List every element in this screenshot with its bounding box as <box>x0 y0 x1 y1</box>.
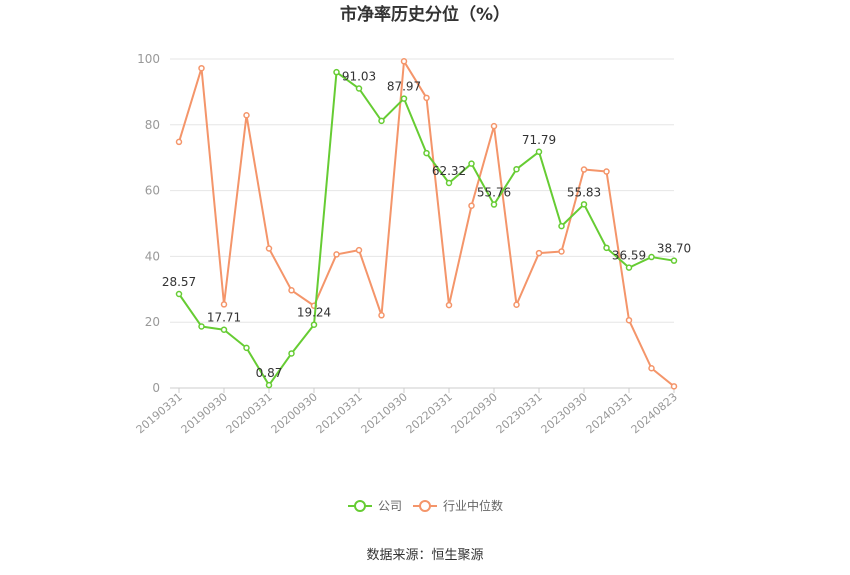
data-label: 17.71 <box>207 311 241 325</box>
data-point[interactable] <box>423 94 430 102</box>
data-label: 91.03 <box>342 70 376 84</box>
x-tick-label: 20190331 <box>134 390 185 436</box>
data-point[interactable] <box>355 246 363 254</box>
gridlines <box>170 58 674 323</box>
data-point[interactable] <box>198 323 205 330</box>
data-label: 36.59 <box>612 249 646 263</box>
data-label: 62.32 <box>432 164 466 178</box>
data-point[interactable] <box>580 166 588 173</box>
data-point[interactable] <box>603 168 610 175</box>
data-point[interactable] <box>288 350 295 357</box>
data-point[interactable] <box>400 95 408 102</box>
chart-title: 市净率历史分位（%） <box>340 4 510 25</box>
x-tick-label: 20240823 <box>629 390 680 436</box>
y-tick-label: 60 <box>145 184 160 198</box>
data-point[interactable] <box>378 312 385 319</box>
series-line-0 <box>178 71 675 387</box>
data-label: 55.83 <box>567 185 601 199</box>
data-point[interactable] <box>490 201 498 208</box>
data-point[interactable] <box>175 138 183 146</box>
data-point[interactable] <box>288 287 295 294</box>
data-point[interactable] <box>670 257 678 264</box>
data-point[interactable] <box>243 112 250 119</box>
data-label: 19.24 <box>297 306 331 320</box>
data-point[interactable] <box>603 244 610 252</box>
data-label: 28.57 <box>162 275 196 289</box>
data-point[interactable] <box>333 251 340 258</box>
series-group <box>175 58 678 390</box>
data-point[interactable] <box>423 149 430 157</box>
data-point[interactable] <box>625 316 633 324</box>
data-point[interactable] <box>648 253 655 261</box>
data-point[interactable] <box>625 264 633 271</box>
legend-label: 行业中位数 <box>443 498 503 513</box>
series-line-1 <box>178 60 675 388</box>
data-point[interactable] <box>670 383 678 390</box>
x-axis: 2019033120190930202003312020093020210331… <box>134 388 680 436</box>
legend-marker <box>354 500 366 512</box>
data-label: 55.76 <box>477 186 511 200</box>
legend-item-0[interactable]: 公司 <box>348 499 402 513</box>
data-point[interactable] <box>468 202 475 209</box>
data-labels: 28.57 17.71 0.87 19.24 91.03 87.97 62.32 55.76 7… <box>162 70 691 381</box>
data-point[interactable] <box>400 58 408 65</box>
y-tick-label: 100 <box>137 52 160 66</box>
data-point[interactable] <box>220 301 228 308</box>
y-tick-label: 0 <box>152 381 160 395</box>
x-tick-label: 20190930 <box>179 390 230 436</box>
x-tick-label: 20210331 <box>314 390 365 436</box>
data-point[interactable] <box>378 117 385 125</box>
x-tick-label: 20230331 <box>494 390 545 436</box>
data-label: 87.97 <box>387 80 421 94</box>
data-point[interactable] <box>558 248 565 255</box>
x-tick-label: 20200331 <box>224 390 275 436</box>
data-point[interactable] <box>243 344 250 352</box>
data-point[interactable] <box>535 249 543 257</box>
legend-item-1[interactable]: 行业中位数 <box>413 498 503 513</box>
data-point[interactable] <box>513 301 520 309</box>
x-tick-label: 20220331 <box>404 390 455 436</box>
data-source: 数据来源：恒生聚源 <box>366 548 483 563</box>
y-axis: 0 20 40 60 80 100 <box>137 52 160 395</box>
data-label: 71.79 <box>522 133 556 147</box>
x-tick-label: 20220930 <box>449 390 500 436</box>
data-point[interactable] <box>513 165 520 173</box>
data-point[interactable] <box>648 365 655 372</box>
data-point[interactable] <box>265 381 273 389</box>
x-tick-label: 20240331 <box>584 390 635 436</box>
legend[interactable]: 公司 行业中位数 <box>348 498 503 513</box>
data-point[interactable] <box>198 64 205 72</box>
data-point[interactable] <box>445 179 453 187</box>
data-point[interactable] <box>490 122 498 130</box>
x-tick-label: 20230930 <box>539 390 590 436</box>
data-point[interactable] <box>558 222 565 230</box>
data-point[interactable] <box>175 290 183 298</box>
y-tick-label: 40 <box>145 249 160 263</box>
data-label: 0.87 <box>256 366 283 380</box>
data-point[interactable] <box>310 321 318 328</box>
y-tick-label: 20 <box>145 315 160 329</box>
data-point[interactable] <box>535 148 543 156</box>
y-tick-label: 80 <box>145 118 160 132</box>
data-point[interactable] <box>355 85 363 92</box>
legend-marker <box>419 500 431 512</box>
data-point[interactable] <box>333 68 340 76</box>
data-point[interactable] <box>265 245 273 252</box>
legend-label: 公司 <box>378 499 402 513</box>
data-point[interactable] <box>580 201 588 208</box>
x-tick-label: 20200930 <box>269 390 320 436</box>
data-label: 38.70 <box>657 242 691 256</box>
x-tick-label: 20210930 <box>359 390 410 436</box>
data-point[interactable] <box>468 160 475 167</box>
data-point[interactable] <box>445 301 453 309</box>
data-point[interactable] <box>220 326 228 333</box>
